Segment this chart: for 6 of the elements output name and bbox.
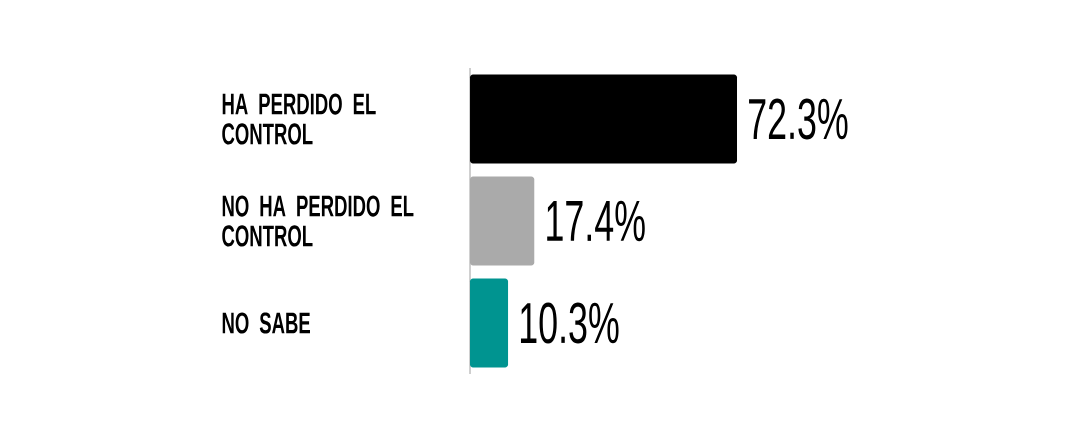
data-label: 17.4% (547, 200, 645, 242)
y-tick-label: NO SABE (222, 312, 310, 334)
data-label: 72.3% (749, 98, 848, 140)
data-label: 10.3% (520, 302, 619, 344)
y-tick-label: NO HA PERDIDO EL CONTROL (222, 195, 414, 247)
y-tick-label: HA PERDIDO EL CONTROL (222, 93, 376, 145)
